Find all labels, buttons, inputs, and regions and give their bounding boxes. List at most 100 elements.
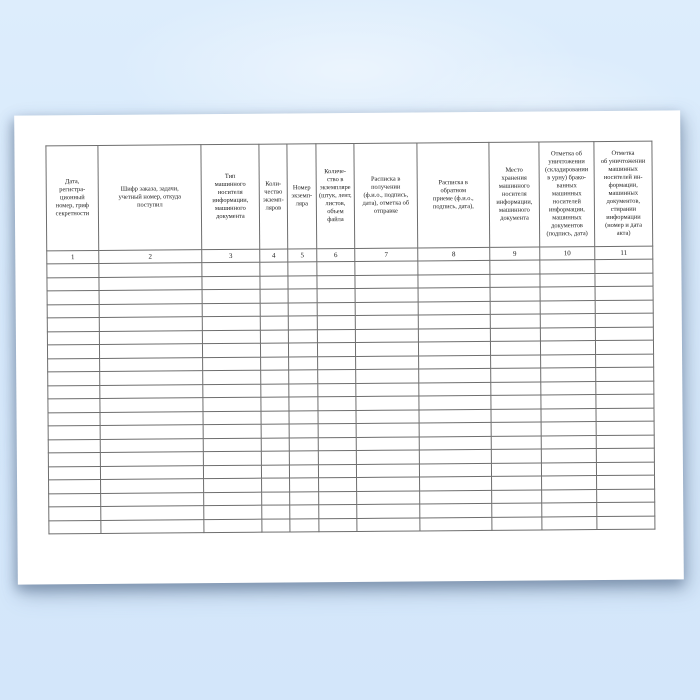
- empty-cell: [202, 329, 261, 344]
- empty-cell: [47, 330, 100, 345]
- empty-cell: [48, 438, 101, 453]
- column-header-9: Место хранения машинного носителя информ…: [488, 142, 540, 248]
- empty-cell: [289, 423, 319, 438]
- empty-cell: [202, 356, 261, 371]
- empty-cell: [539, 259, 595, 274]
- empty-cell: [595, 380, 654, 395]
- empty-cell: [595, 286, 654, 301]
- empty-cell: [596, 448, 655, 463]
- empty-cell: [356, 436, 420, 451]
- empty-cell: [47, 303, 100, 318]
- empty-cell: [260, 396, 289, 411]
- empty-cell: [203, 424, 262, 439]
- column-header-6: Количе- ство в экземпляре (штук, лент, л…: [315, 143, 355, 249]
- empty-cell: [490, 340, 541, 355]
- empty-cell: [201, 275, 261, 290]
- empty-cell: [261, 423, 290, 438]
- empty-cell: [491, 448, 542, 463]
- empty-cell: [100, 465, 204, 480]
- column-number-7: 7: [354, 247, 418, 262]
- empty-cell: [288, 369, 318, 384]
- empty-cell: [490, 286, 541, 301]
- empty-cell: [203, 437, 262, 452]
- column-header-10: Отметка об уничтожении (складировании в …: [538, 141, 595, 247]
- empty-cell: [355, 395, 419, 410]
- empty-cell: [596, 461, 655, 476]
- empty-cell: [316, 261, 355, 276]
- empty-cell: [541, 435, 597, 449]
- empty-cell: [356, 503, 420, 518]
- empty-cell: [100, 424, 204, 439]
- column-number-2: 2: [98, 249, 202, 264]
- empty-cell: [260, 302, 289, 317]
- empty-cell: [288, 315, 318, 330]
- column-number-8: 8: [417, 247, 490, 261]
- empty-cell: [419, 476, 492, 491]
- empty-cell: [594, 272, 654, 287]
- empty-cell: [318, 436, 357, 451]
- empty-cell: [596, 488, 655, 503]
- empty-cell: [595, 340, 654, 355]
- empty-cell: [418, 354, 491, 369]
- empty-cell: [47, 357, 100, 372]
- empty-cell: [355, 287, 419, 302]
- column-header-5: Номер экземп- ляра: [286, 143, 317, 249]
- empty-cell: [491, 462, 542, 477]
- empty-cell: [596, 502, 655, 517]
- empty-cell: [355, 314, 419, 329]
- empty-cell: [203, 505, 262, 520]
- column-header-4: Коли- чество экземп- ляров: [258, 143, 288, 250]
- empty-cell: [540, 313, 596, 328]
- column-number-5: 5: [287, 248, 317, 262]
- empty-cell: [260, 288, 289, 303]
- empty-cell: [354, 260, 418, 275]
- column-number-4: 4: [259, 248, 288, 263]
- empty-cell: [317, 396, 356, 411]
- empty-cell: [318, 504, 357, 519]
- empty-cell: [99, 330, 203, 345]
- empty-cell: [490, 394, 541, 409]
- empty-cell: [46, 263, 99, 278]
- empty-cell: [356, 422, 420, 437]
- empty-cell: [318, 490, 357, 505]
- empty-cell: [540, 394, 596, 409]
- empty-cell: [202, 383, 261, 398]
- empty-cell: [99, 370, 203, 385]
- empty-cell: [99, 397, 203, 412]
- empty-cell: [541, 489, 597, 503]
- empty-cell: [489, 259, 540, 274]
- empty-cell: [539, 273, 596, 287]
- empty-cell: [491, 435, 542, 450]
- empty-cell: [260, 383, 289, 398]
- empty-cell: [541, 448, 597, 463]
- empty-cell: [596, 515, 655, 530]
- empty-cell: [260, 369, 289, 384]
- empty-cell: [540, 354, 596, 368]
- empty-cell: [540, 381, 596, 395]
- empty-cell: [202, 289, 261, 304]
- empty-cell: [418, 341, 491, 356]
- empty-cell: [417, 260, 490, 275]
- empty-cell: [259, 261, 288, 276]
- empty-cell: [47, 344, 100, 359]
- empty-cell: [289, 477, 319, 492]
- empty-cell: [318, 463, 357, 478]
- empty-cell: [260, 329, 289, 344]
- header-row: Дата, регистра- ционный номер, гриф секр…: [45, 141, 653, 251]
- empty-cell: [317, 288, 356, 303]
- empty-cell: [418, 327, 491, 342]
- empty-cell: [100, 438, 204, 453]
- empty-cell: [260, 410, 290, 425]
- empty-cell: [201, 262, 260, 277]
- empty-cell: [491, 516, 542, 531]
- empty-cell: [100, 492, 204, 507]
- empty-cell: [98, 262, 202, 277]
- empty-cell: [317, 315, 356, 330]
- empty-cell: [491, 502, 542, 517]
- empty-cell: [317, 301, 356, 316]
- empty-cell: [288, 329, 318, 343]
- empty-cell: [289, 491, 319, 505]
- column-header-2: Шифр заказа, задачи, учетный номер, отку…: [97, 144, 202, 251]
- empty-cell: [48, 492, 101, 507]
